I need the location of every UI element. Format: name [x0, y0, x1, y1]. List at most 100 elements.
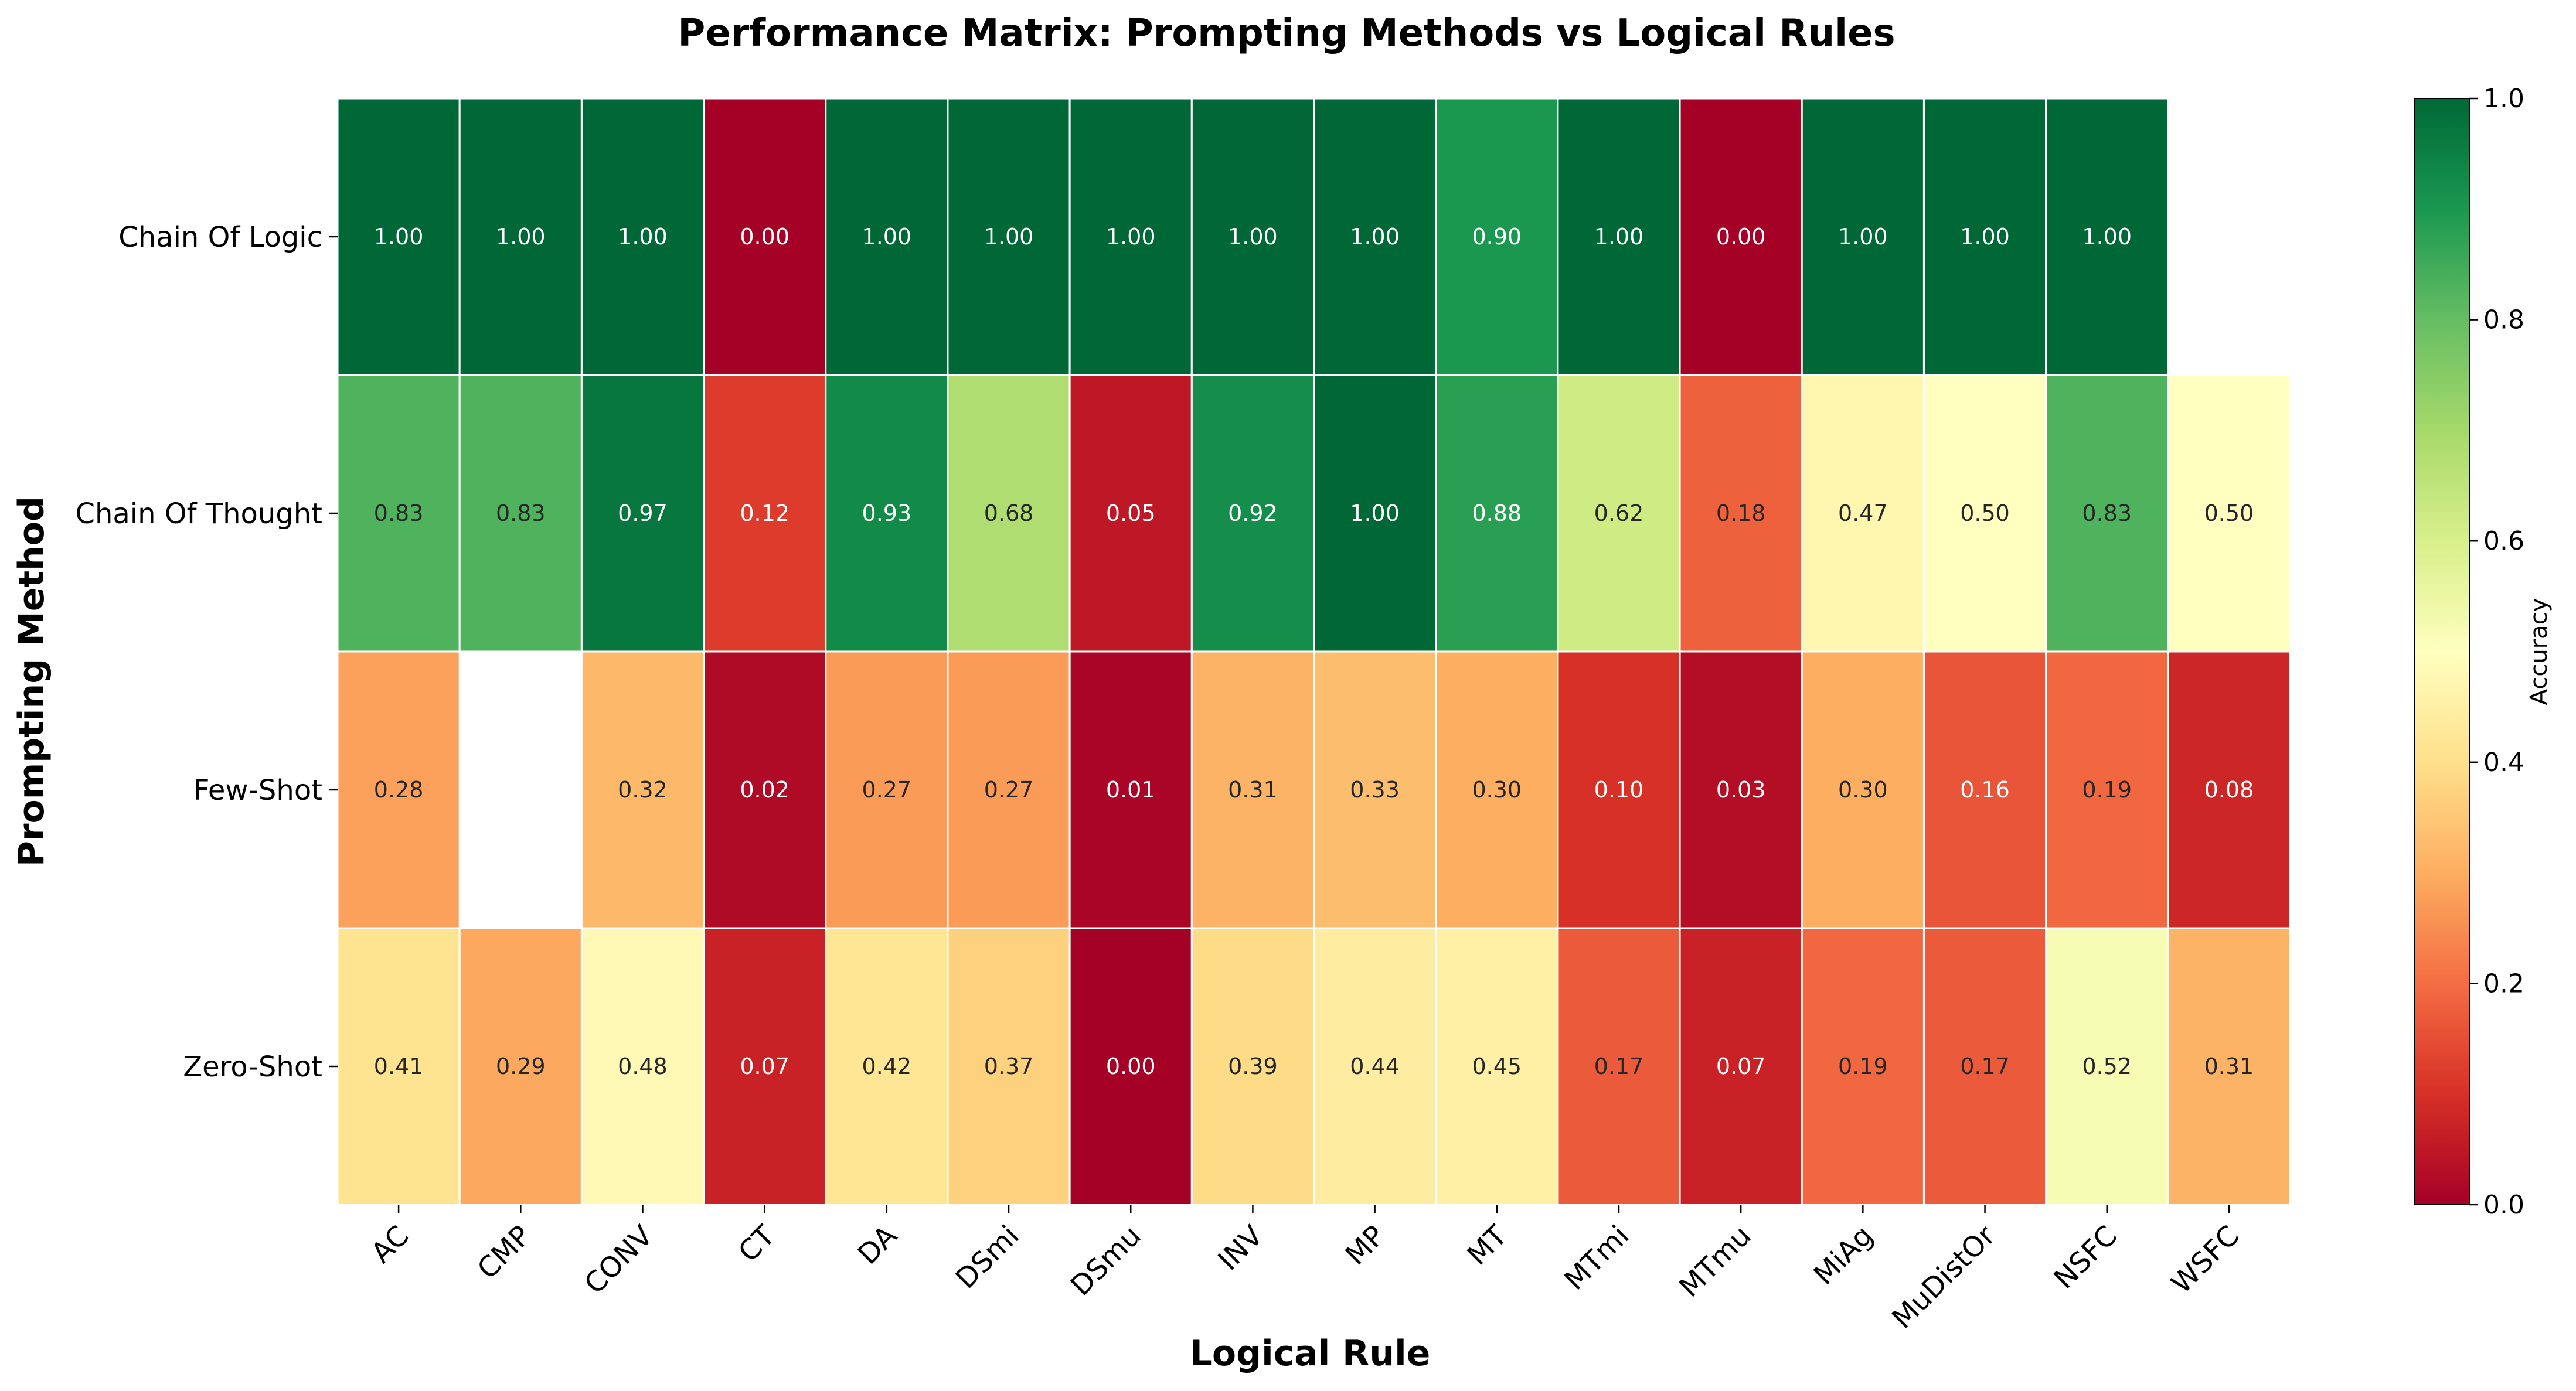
heatmap-cell — [2045, 97, 2169, 376]
y-tick-label: Chain Of Thought — [75, 497, 322, 530]
heatmap-cell — [703, 927, 827, 1206]
cell-value-label: 1.00 — [1350, 224, 1400, 250]
heatmap-cell — [1679, 97, 1803, 376]
heatmap-cell — [703, 97, 827, 376]
x-tick-label: MiAg — [1808, 1219, 1880, 1291]
heatmap-cell — [458, 927, 583, 1206]
cell-value-label: 1.00 — [1594, 224, 1644, 250]
colorbar: 0.0 0.2 0.4 0.6 0.8 1.0 Accuracy — [2414, 84, 2553, 1220]
cell-value-label: 1.00 — [1228, 224, 1278, 250]
heatmap-cell — [1190, 374, 1315, 653]
heatmap-cell — [1435, 374, 1559, 653]
heatmap-cell — [458, 97, 583, 376]
cell-value-label: 0.44 — [1350, 1054, 1400, 1079]
cell-value-label: 0.07 — [1716, 1054, 1766, 1079]
heatmap-cell — [947, 374, 1071, 653]
cell-value-label: 0.17 — [1594, 1054, 1644, 1079]
y-tick-label: Few-Shot — [193, 774, 322, 807]
cell-value-label: 0.33 — [1350, 777, 1400, 803]
cell-value-label: 0.27 — [984, 777, 1034, 803]
cell-value-label: 0.37 — [984, 1054, 1034, 1079]
cell-value-label: 0.05 — [1106, 500, 1156, 526]
heatmap-cell — [825, 97, 949, 376]
heatmap-cell — [1190, 650, 1315, 929]
heatmap-cell — [2167, 374, 2291, 653]
colorbar-tick-label: 0.2 — [2483, 969, 2524, 998]
cell-value-label: 0.27 — [862, 777, 912, 803]
x-tick-label: AC — [365, 1219, 416, 1270]
heatmap-cell — [947, 650, 1071, 929]
y-tick-label: Chain Of Logic — [118, 221, 322, 254]
heatmap-cell — [1068, 650, 1193, 929]
cell-value-label: 0.50 — [1960, 500, 2010, 526]
heatmap-cell — [1557, 927, 1681, 1206]
cell-value-label: 0.08 — [2204, 777, 2254, 803]
cell-value-label: 1.00 — [1960, 224, 2010, 250]
heatmap-cell — [2045, 927, 2169, 1206]
colorbar-tick-label: 0.8 — [2483, 305, 2524, 335]
cell-value-label: 1.00 — [618, 224, 668, 250]
cell-value-label: 0.83 — [374, 500, 424, 526]
heatmap-cell — [2167, 650, 2291, 929]
cell-value-label: 0.90 — [1472, 224, 1522, 250]
x-tick-label: MuDistOr — [1886, 1219, 2002, 1335]
cell-value-label: 0.92 — [1228, 500, 1278, 526]
heatmap-cell — [825, 927, 949, 1206]
cell-value-label: 0.19 — [1838, 1054, 1888, 1079]
colorbar-gradient — [2414, 98, 2470, 1205]
cell-value-label: 1.00 — [496, 224, 546, 250]
cell-value-label: 1.00 — [2082, 224, 2132, 250]
cell-value-label: 1.00 — [1838, 224, 1888, 250]
heatmap-cell — [947, 97, 1071, 376]
heatmap-cell — [1801, 927, 1925, 1206]
heatmap-cell — [1313, 927, 1437, 1206]
heatmap-cell — [336, 927, 461, 1206]
x-tick-label: CMP — [471, 1219, 537, 1286]
x-tick-label: MT — [1461, 1219, 1514, 1271]
cell-value-label: 0.12 — [740, 500, 790, 526]
heatmap-cell — [1801, 97, 1925, 376]
heatmap-cell — [580, 97, 705, 376]
heatmap-cell — [703, 374, 827, 653]
cell-value-label: 0.03 — [1716, 777, 1766, 803]
heatmap-cell — [1679, 374, 1803, 653]
cell-value-label: 0.68 — [984, 500, 1034, 526]
heatmap-cell — [1922, 374, 2047, 653]
cell-value-label: 0.62 — [1594, 500, 1644, 526]
cell-value-label: 0.02 — [740, 777, 790, 803]
heatmap-cell — [1313, 650, 1437, 929]
x-tick-label: INV — [1212, 1219, 1270, 1277]
y-axis-ticks: Chain Of Logic Chain Of Thought Few-Shot Ze… — [75, 221, 338, 1083]
cell-value-label: 0.00 — [1716, 224, 1766, 250]
cell-value-label: 0.17 — [1960, 1054, 2010, 1079]
cell-value-label: 0.50 — [2204, 500, 2254, 526]
cell-value-label: 0.93 — [862, 500, 912, 526]
cell-value-label: 0.32 — [618, 777, 668, 803]
heatmap-cell — [336, 97, 461, 376]
heatmap-cell — [1435, 97, 1559, 376]
cell-value-label: 0.39 — [1228, 1054, 1278, 1079]
heatmap-cell — [1801, 374, 1925, 653]
cell-value-label: 0.19 — [2082, 777, 2132, 803]
heatmap-cell — [1435, 927, 1559, 1206]
colorbar-tick-label: 0.6 — [2483, 526, 2524, 556]
colorbar-label: Accuracy — [2526, 598, 2553, 705]
heatmap-cell — [1801, 650, 1925, 929]
cell-value-label: 1.00 — [862, 224, 912, 250]
y-tick-label: Zero-Shot — [183, 1051, 322, 1083]
chart-title: Performance Matrix: Prompting Methods vs… — [678, 12, 1895, 55]
heatmap-cell — [1190, 927, 1315, 1206]
x-tick-label: DSmu — [1064, 1219, 1148, 1303]
x-tick-label: MTmu — [1673, 1219, 1757, 1304]
cell-value-label: 0.41 — [374, 1054, 424, 1079]
x-tick-label: MP — [1339, 1219, 1391, 1271]
cell-value-label: 0.83 — [2082, 500, 2132, 526]
colorbar-tick-label: 0.4 — [2483, 748, 2524, 778]
cell-value-label: 0.07 — [740, 1054, 790, 1079]
cell-value-label: 0.83 — [496, 500, 546, 526]
cell-value-label: 0.00 — [740, 224, 790, 250]
x-tick-label: MTmi — [1558, 1219, 1635, 1297]
cell-value-label: 0.29 — [496, 1054, 546, 1079]
heatmap-cells — [336, 97, 2291, 1206]
